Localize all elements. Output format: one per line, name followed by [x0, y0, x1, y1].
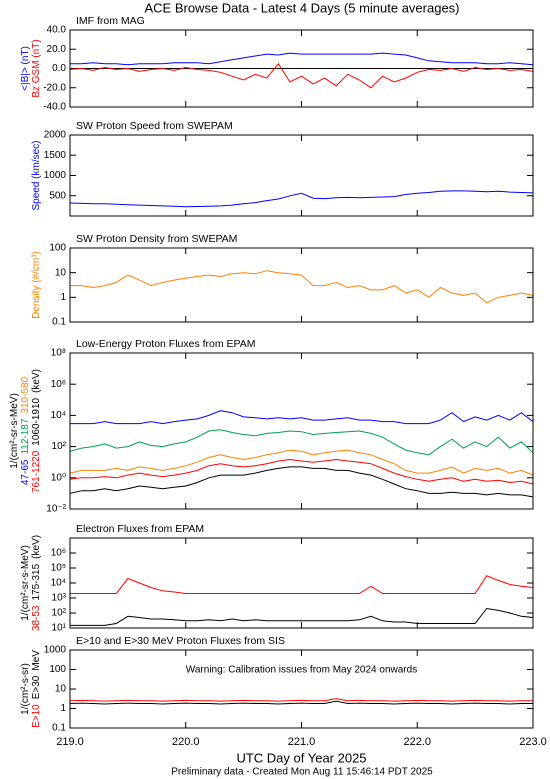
series-line — [70, 575, 533, 594]
series-line — [70, 700, 533, 705]
legend-entry: 1060-1910 — [31, 397, 42, 445]
panel-frame — [69, 352, 534, 510]
x-axis-label: UTC Day of Year 2025 — [236, 750, 366, 765]
series-line — [70, 410, 533, 425]
y-tick-label: 1500 — [44, 150, 67, 161]
panel-frame — [69, 134, 534, 217]
x-tick-label: 223.0 — [519, 736, 547, 748]
series-line — [70, 458, 533, 485]
annotation: Warning: Calibration issues from May 202… — [186, 665, 417, 676]
panel-title: E>10 and E>30 MeV Proton Fluxes from SIS — [76, 635, 285, 647]
legend-entry: Speed (km/sec) — [31, 140, 42, 210]
series-line — [70, 449, 533, 476]
y-tick-label: 10⁴ — [51, 578, 66, 589]
y-label-text: 1/(cm²-s-sr) — [20, 663, 31, 715]
panel-title: SW Proton Density from SWEPAM — [76, 233, 237, 245]
y-axis-label: 38-53 175-315 (keV) — [31, 535, 42, 631]
legend-entry: 47-65 — [20, 459, 31, 485]
panel-frame — [69, 649, 534, 729]
y-tick-label: 10 — [55, 684, 67, 695]
y-axis-label: 1/(cm²-sr-s-MeV) — [20, 545, 31, 621]
y-tick-label: 10 — [55, 267, 67, 278]
series-line — [70, 52, 533, 66]
y-tick-label: 500 — [49, 190, 66, 201]
legend-entry: 38-53 — [31, 605, 42, 631]
legend-entry: Density (#/cm³) — [31, 251, 42, 319]
y-unit: (keV) — [31, 369, 42, 393]
panel-frame — [69, 537, 534, 629]
y-tick-label: 10⁴ — [51, 410, 66, 421]
y-tick-label: 1000 — [44, 170, 67, 181]
y-tick-label: 2000 — [44, 130, 67, 141]
y-tick-label: 0.1 — [52, 723, 66, 734]
y-tick-label: 100 — [49, 664, 66, 675]
y-axis-label: <|B|> (nT) — [20, 46, 31, 91]
y-axis-label: Bz GSM (nT) — [31, 39, 42, 97]
legend-entry: Bz GSM (nT) — [31, 39, 42, 97]
y-tick-label: 1000 — [44, 645, 67, 656]
x-tick-label: 220.0 — [172, 736, 200, 748]
y-tick-label: -20.0 — [43, 82, 66, 93]
y-tick-label: 10⁻² — [46, 504, 66, 515]
y-tick-label: 10³ — [52, 593, 67, 604]
legend-entry: 175-315 — [31, 563, 42, 600]
panel-title: Low-Energy Proton Fluxes from EPAM — [76, 338, 256, 350]
y-tick-label: 10¹ — [52, 623, 67, 634]
y-tick-label: 10⁵ — [51, 563, 66, 574]
y-axis-label: Speed (km/sec) — [31, 140, 42, 210]
series-line — [70, 429, 533, 456]
x-tick-label: 221.0 — [288, 736, 316, 748]
legend-entry: 112-187 — [20, 418, 31, 454]
y-tick-label: 0.0 — [52, 63, 66, 74]
series-line — [70, 466, 533, 498]
series-line — [70, 62, 533, 89]
y-tick-label: 10⁸ — [51, 348, 66, 359]
series-line — [70, 698, 533, 702]
x-tick-label: 222.0 — [403, 736, 431, 748]
y-tick-label: 10² — [52, 608, 67, 619]
y-tick-label: 100 — [49, 243, 66, 254]
legend-entry: E>30 — [31, 675, 42, 699]
y-tick-label: 20.0 — [47, 44, 67, 55]
y-axis-label: Density (#/cm³) — [31, 251, 42, 319]
panel-frame — [69, 29, 534, 108]
legend-entry: 310-580 — [20, 376, 31, 413]
y-axis-label: 1/(cm²-sr-s-MeV) — [9, 393, 20, 469]
y-tick-label: -40.0 — [43, 102, 66, 113]
series-line — [70, 190, 533, 208]
series-line — [70, 270, 533, 304]
y-label-text: 1/(cm²-sr-s-MeV) — [9, 393, 20, 469]
y-tick-label: 40.0 — [47, 25, 67, 36]
y-unit: MeV — [31, 650, 42, 671]
y-axis-label: 1/(cm²-s-sr) — [20, 663, 31, 715]
legend-entry: 761-1220 — [31, 450, 42, 493]
y-tick-label: 10⁶ — [51, 548, 66, 559]
y-tick-label: 1 — [60, 292, 66, 303]
footer: Preliminary data - Created Mon Aug 11 15… — [171, 767, 433, 778]
y-unit: (keV) — [31, 535, 42, 559]
y-tick-label: 10² — [52, 441, 67, 452]
y-label-text: 1/(cm²-sr-s-MeV) — [20, 545, 31, 621]
page-title: ACE Browse Data - Latest 4 Days (5 minut… — [144, 0, 459, 15]
y-tick-label: 1 — [60, 703, 66, 714]
panel-title: IMF from MAG — [76, 15, 145, 27]
y-axis-label: 761-1220 1060-1910 (keV) — [31, 369, 42, 493]
panel-title: SW Proton Speed from SWEPAM — [76, 120, 233, 132]
y-tick-label: 0.1 — [52, 317, 66, 328]
y-tick-label: 10⁰ — [51, 472, 66, 483]
x-tick-label: 219.0 — [56, 736, 84, 748]
series-line — [70, 607, 533, 626]
panel-title: Electron Fluxes from EPAM — [76, 523, 204, 535]
y-axis-label: 47-65 112-187 310-580 — [20, 376, 31, 485]
legend-entry: E>10 — [31, 704, 42, 728]
y-tick-label: 10⁶ — [51, 379, 66, 390]
panel-frame — [69, 247, 534, 323]
legend-entry: <|B|> (nT) — [20, 46, 31, 91]
y-axis-label: E>10 E>30 MeV — [31, 650, 42, 728]
